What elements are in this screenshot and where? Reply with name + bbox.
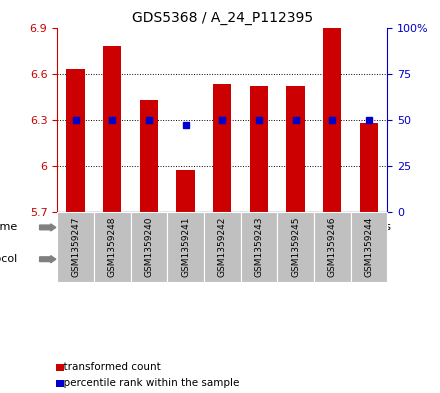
Text: GSM1359241: GSM1359241 [181,217,190,277]
FancyBboxPatch shape [351,213,387,242]
FancyBboxPatch shape [57,211,94,282]
FancyBboxPatch shape [167,211,204,282]
FancyBboxPatch shape [351,245,387,274]
Bar [360,123,378,211]
Text: 14 days: 14 days [347,222,391,232]
Title: GDS5368 / A_24_P112395: GDS5368 / A_24_P112395 [132,11,313,25]
FancyBboxPatch shape [277,211,314,282]
FancyBboxPatch shape [351,211,387,282]
FancyBboxPatch shape [94,211,131,282]
FancyBboxPatch shape [241,211,277,282]
Bar [213,84,231,211]
FancyBboxPatch shape [204,245,277,274]
FancyBboxPatch shape [57,213,131,242]
FancyBboxPatch shape [204,211,241,282]
Bar [286,86,305,211]
FancyBboxPatch shape [131,245,204,274]
Text: GSM1359240: GSM1359240 [144,217,154,277]
Text: transformed count: transformed count [57,362,161,373]
Text: 0 days: 0 days [75,222,112,232]
Text: GSM1359243: GSM1359243 [254,217,264,277]
Bar [103,46,121,211]
Text: GSM1359247: GSM1359247 [71,217,80,277]
Text: GSM1359246: GSM1359246 [328,217,337,277]
Text: GATA1s
transdu
ced: GATA1s transdu ced [352,244,386,274]
Text: GSM1359242: GSM1359242 [218,217,227,277]
Text: control
transduced: control transduced [285,250,343,269]
Text: GSM1359248: GSM1359248 [108,217,117,277]
Bar [66,69,85,211]
Text: GATA1
transduced: GATA1 transduced [142,250,193,269]
Text: control
transduced: control transduced [65,250,123,269]
Bar [176,170,194,211]
Text: GATA1s
transduced: GATA1s transduced [215,250,266,269]
Text: GSM1359244: GSM1359244 [364,217,374,277]
Text: GSM1359245: GSM1359245 [291,217,300,277]
Bar [140,99,158,211]
Text: percentile rank within the sample: percentile rank within the sample [57,378,239,388]
Text: 4 days: 4 days [222,222,259,232]
Bar [323,28,341,211]
Bar [250,86,268,211]
FancyBboxPatch shape [277,245,351,274]
Text: protocol: protocol [0,254,18,264]
FancyBboxPatch shape [57,245,131,274]
FancyBboxPatch shape [131,213,351,242]
FancyBboxPatch shape [131,211,167,282]
Text: time: time [0,222,18,232]
FancyBboxPatch shape [314,211,351,282]
